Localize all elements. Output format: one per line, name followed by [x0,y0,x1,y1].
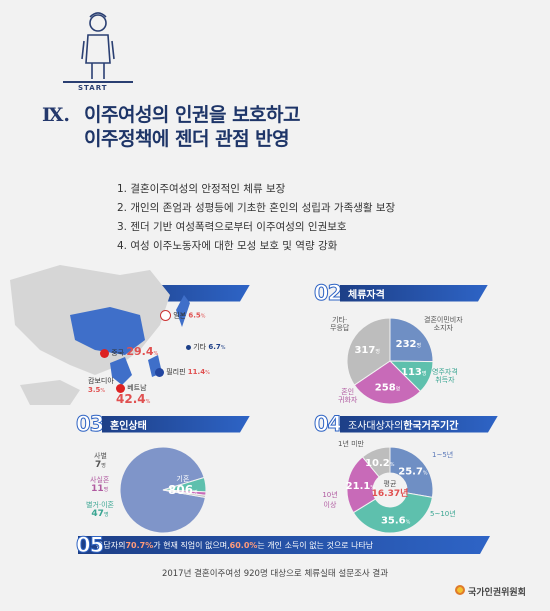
marriage-status-pie-chart [119,446,207,534]
section-05-number: 05 [75,533,104,558]
label-perm: 영주자격 취득자 [432,368,458,384]
label-visa: 결혼이민비자 소지자 [424,316,463,332]
policy-point: 4. 여성 이주노동자에 대한 모성 보호 및 역량 강화 [117,240,338,252]
label-1-5-years: 1~5년 [432,451,454,459]
country-cambodia: 캄보디아 3.5% [88,377,114,394]
philippines-flag-icon [155,367,164,377]
label-married: 기혼 806명 [168,475,198,497]
pie-slice-label: 113명 [401,367,426,378]
policy-point: 3. 젠더 기반 여성폭력으로부터 이주여성의 인권보호 [117,221,347,233]
pie-slice [361,446,391,478]
section-banner-residence: 04 조사대상자의 한국거주기간 [314,412,498,437]
chapter-numeral: Ⅸ. [42,104,71,126]
organization-name: 국가인권위원회 [468,588,526,598]
label-divorced: 별거·이혼 47명 [86,501,114,519]
donut-center: 평균 16.37년 [371,480,409,499]
country-japan: 일본 6.5% [160,310,206,321]
start-label: START [78,84,108,92]
title-line-1: 이주여성의 인권을 보호하고 [84,104,301,126]
pie-slice-label: 25.7% [398,467,428,478]
japan-flag-icon [160,310,171,321]
pie-slice [346,317,391,386]
label-5-10-years: 5~10년 [430,510,456,518]
pie-slice [119,446,206,534]
pie-slice-label: 317명 [354,345,379,356]
title-line-2: 이주정책에 젠더 관점 반영 [84,128,290,150]
pie-slice-label: 10.2% [365,458,395,469]
section-banner-stay: 02 체류자격 [314,281,488,306]
label-etc: 기타· 무응답 [330,316,350,332]
section-banner-marriage: 03 혼인상태 [76,412,250,437]
pie-slice [389,317,434,363]
policy-point: 2. 개인의 존엄과 성평등에 기초한 혼인의 성립과 가족생활 보장 [117,202,396,214]
label-under-1-year: 1년 미만 [338,440,364,448]
country-china: 중국 29.4% [100,345,158,358]
vietnam-flag-icon [116,383,125,393]
pie-slice-label: 232명 [396,339,421,350]
pie-slice-label: 21.1% [346,481,376,492]
pie-slice-label: 35.6% [381,515,411,526]
policy-point: 1. 결혼이주여성의 안정적인 체류 보장 [117,183,286,195]
summary-note: 응답자의 70.7% 가 현재 직업이 없으며, 60.0% 는 개인 소득이 없는… [78,536,490,554]
country-philippines: 필리핀 11.4% [155,367,210,377]
label-widowed: 사별 7명 [94,452,107,470]
policy-points-list: 1. 결혼이주여성의 안정적인 체류 보장 2. 개인의 존엄과 성평등에 기초… [117,180,395,256]
pie-slice [352,492,433,534]
pie-slice-label: 258명 [375,383,400,394]
country-vietnam: 베트남 42.4% [116,383,151,406]
pie-slice [389,446,434,498]
source-caption: 2017년 결혼이주여성 920명 대상으로 체류실태 설문조사 결과 [161,569,389,579]
start-line-figure-icon [63,12,133,83]
pie-slice [353,360,422,405]
org-logo-icon [455,585,465,595]
country-other: 기타 6.7% [186,342,226,352]
china-flag-icon [100,348,109,358]
residence-period-donut-chart: 25.7% 35.6% 21.1% 10.2% [346,446,434,534]
asia-map [10,265,190,405]
label-common-law: 사실혼 11명 [90,476,110,494]
pie-slice [162,489,207,499]
label-10-plus-years: 10년 이상 [322,491,338,509]
label-natur: 혼인 귀화자 [338,388,358,404]
dot-icon [186,344,191,350]
